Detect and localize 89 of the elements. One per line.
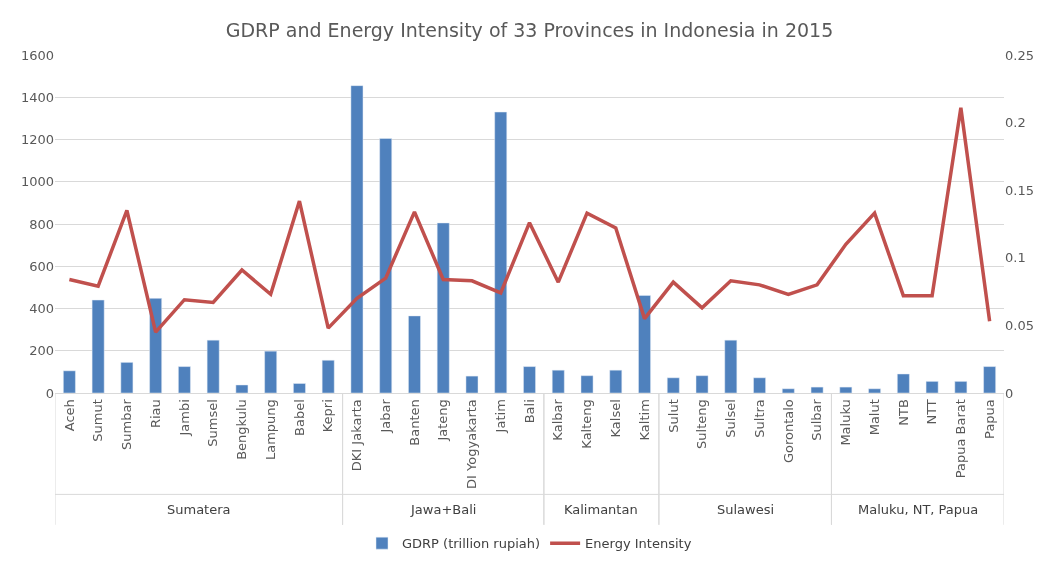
x-tick-label: Bali: [521, 399, 537, 424]
y-tick-label: 800: [29, 216, 54, 232]
bar: [724, 339, 738, 393]
x-tick-label: Kalteng: [579, 399, 595, 449]
x-tick-label: Jambi: [176, 399, 192, 437]
bar: [120, 362, 134, 393]
x-tick-label: Kaltim: [636, 399, 652, 441]
bar: [523, 366, 536, 393]
y2-tick-label: 0.1: [1005, 250, 1026, 266]
x-tick-label: Sulteng: [694, 399, 710, 449]
x-tick-label: Banten: [406, 399, 422, 446]
x-tick-label: NTT: [924, 399, 940, 425]
y2-tick-label: 0.05: [1005, 317, 1034, 333]
x-tick-label: Malut: [866, 399, 882, 436]
bar: [638, 295, 651, 393]
bar: [321, 360, 335, 393]
text: Maluku, NT, Papua: [858, 502, 979, 517]
x-tick-label: Sulut: [665, 399, 681, 433]
y2-tick-label: 0.25: [1005, 47, 1034, 63]
x-tick-label: Sultra: [751, 399, 767, 438]
bar: [551, 369, 565, 393]
x-tick-label: Gorontalo: [780, 399, 796, 464]
bar: [954, 381, 968, 393]
line-series: [67, 105, 992, 334]
x-tick-label: Jatim: [492, 399, 508, 434]
x-tick-label: Kalbar: [550, 398, 566, 441]
bar: [91, 299, 105, 393]
bar: [897, 373, 910, 393]
x-tick-label: Sulsel: [723, 399, 739, 438]
bar: [695, 375, 709, 393]
bar: [494, 111, 508, 393]
text: Sulawesi: [717, 502, 775, 517]
bar: [983, 366, 996, 393]
x-tick-label: Papua Barat: [953, 399, 969, 479]
bar: [63, 370, 76, 393]
bar: [810, 386, 824, 393]
bar: [379, 138, 392, 393]
x-tick-label: DI Yogyakarta: [464, 399, 480, 489]
x-tick-label: Sumsel: [205, 399, 221, 447]
bar: [235, 384, 249, 393]
bar: [206, 339, 220, 393]
bar: [925, 381, 939, 393]
x-tick-label: NTB: [895, 399, 911, 426]
bar: [580, 375, 594, 393]
legend-label: Energy Intensity: [585, 536, 692, 552]
bar: [782, 388, 795, 393]
y-tick-label: 600: [29, 258, 54, 274]
y-tick-label: 200: [29, 343, 54, 359]
x-tick-label: Bengkulu: [234, 399, 250, 460]
x-tick-label: Babel: [291, 399, 307, 436]
y-tick-label: 1200: [20, 132, 54, 148]
y-tick-label: 1400: [20, 89, 54, 105]
legend-label: GDRP (trillion rupiah): [402, 536, 541, 552]
y2-tick-label: 0.2: [1005, 115, 1026, 131]
x-tick-label: Maluku: [838, 399, 854, 446]
chart-title: GDRP and Energy Intensity of 33 Provinces in Indonesia in 2015: [225, 18, 834, 41]
bar: [609, 369, 623, 393]
x-tick-label: Jateng: [435, 399, 451, 442]
x-tick-label: Jabar: [377, 398, 393, 434]
y2-tick-label: 0: [1005, 385, 1014, 401]
y-tick-label: 1000: [20, 174, 54, 190]
bar: [465, 375, 479, 393]
text: Jawa+Bali: [410, 502, 477, 517]
bar: [264, 350, 277, 393]
bar: [350, 85, 364, 393]
y-tick-label: 400: [29, 301, 54, 317]
text: Sumatera: [167, 502, 231, 517]
bar: [293, 383, 306, 393]
x-tick-label: Kalsel: [607, 399, 623, 438]
bar: [667, 377, 680, 393]
bar: [753, 377, 766, 393]
text: Kalimantan: [564, 502, 638, 517]
bar: [868, 388, 881, 393]
y-tick-label: 0: [45, 385, 54, 401]
y2-tick-label: 0.15: [1005, 182, 1034, 198]
bar: [408, 315, 421, 393]
x-tick-label: Sumut: [90, 399, 106, 442]
x-tick-label: Kepri: [320, 399, 336, 433]
bar: [839, 386, 853, 393]
bar: [436, 222, 450, 393]
x-tick-label: Lampung: [262, 399, 278, 461]
x-tick-label: DKI Jakarta: [349, 399, 365, 472]
bar: [178, 366, 191, 393]
x-tick-label: Sulbar: [809, 398, 825, 441]
y-tick-label: 1600: [20, 47, 54, 63]
x-tick-label: Sumbar: [119, 398, 135, 450]
x-tick-label: Papua: [981, 399, 997, 439]
x-tick-label: Riau: [147, 399, 163, 429]
x-tick-label: Aceh: [61, 399, 77, 432]
